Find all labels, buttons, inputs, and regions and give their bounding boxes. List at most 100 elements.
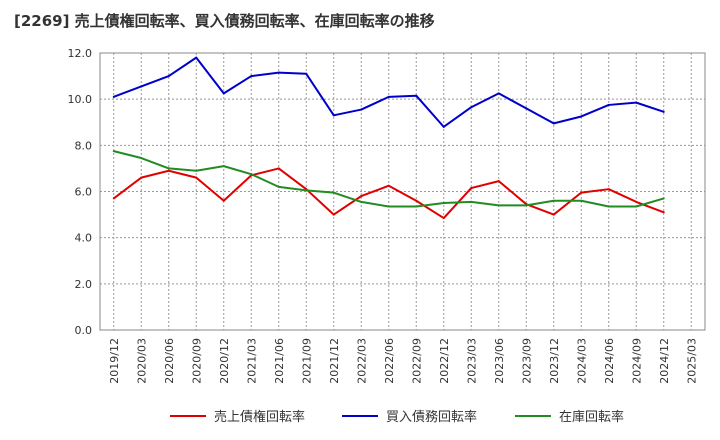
x-tick-label: 2019/12 <box>108 338 121 384</box>
x-tick-label: 2022/06 <box>383 338 396 384</box>
legend-label: 売上債権回転率 <box>214 409 305 425</box>
x-tick-label: 2021/09 <box>300 338 313 384</box>
x-tick-label: 2020/06 <box>163 338 176 384</box>
data-point <box>195 169 198 172</box>
x-tick-label: 2021/12 <box>328 338 341 384</box>
data-point <box>360 195 363 198</box>
x-tick-label: 2023/03 <box>465 338 478 384</box>
plot-frame <box>99 52 706 331</box>
data-point <box>662 211 665 214</box>
x-tick-label: 2024/12 <box>658 338 671 384</box>
data-point <box>525 204 528 207</box>
data-point <box>415 94 418 97</box>
data-point <box>442 217 445 220</box>
data-point <box>360 108 363 111</box>
data-point <box>552 213 555 216</box>
data-point <box>112 95 115 98</box>
data-point <box>470 200 473 203</box>
x-tick-label: 2023/06 <box>493 338 506 384</box>
data-point <box>497 92 500 95</box>
data-point <box>552 122 555 125</box>
data-point <box>167 75 170 78</box>
y-axis: 0.0 2.0 4.0 6.0 8.0 10.0 12.0 <box>68 47 93 337</box>
x-tick-label: 2025/03 <box>685 338 698 384</box>
legend-label: 在庫回転率 <box>559 409 624 425</box>
data-point <box>552 199 555 202</box>
data-point <box>635 205 638 208</box>
legend-label: 買入債務回転率 <box>386 409 477 425</box>
data-point <box>387 205 390 208</box>
x-tick-label: 2020/12 <box>218 338 231 384</box>
data-point <box>195 56 198 59</box>
data-point <box>332 114 335 117</box>
x-tick-label: 2020/09 <box>190 338 203 384</box>
data-point <box>167 167 170 170</box>
data-point <box>250 75 253 78</box>
data-point <box>415 199 418 202</box>
x-tick-label: 2024/03 <box>575 338 588 384</box>
y-tick-label: 8.0 <box>75 139 93 152</box>
y-tick-label: 6.0 <box>75 186 93 199</box>
data-point <box>635 200 638 203</box>
grid <box>100 53 705 330</box>
y-tick-label: 2.0 <box>75 278 93 291</box>
data-point <box>662 197 665 200</box>
x-tick-label: 2022/03 <box>355 338 368 384</box>
data-point <box>415 205 418 208</box>
data-point <box>387 184 390 187</box>
data-point <box>607 188 610 191</box>
data-point <box>387 95 390 98</box>
data-point <box>250 173 253 176</box>
data-point <box>497 180 500 183</box>
data-point <box>277 167 280 170</box>
data-point <box>112 150 115 153</box>
data-point <box>580 115 583 118</box>
x-tick-label: 2021/06 <box>273 338 286 384</box>
chart-title: [2269] 売上債権回転率、買入債務回転率、在庫回転率の推移 <box>14 12 435 30</box>
y-tick-label: 12.0 <box>68 47 93 60</box>
x-tick-label: 2023/12 <box>548 338 561 384</box>
data-point <box>442 125 445 128</box>
data-point <box>360 200 363 203</box>
x-axis: 2019/12 2020/03 2020/06 2020/09 2020/12 2021/… <box>108 338 699 384</box>
x-tick-label: 2022/12 <box>438 338 451 384</box>
data-point <box>525 107 528 110</box>
data-point <box>607 205 610 208</box>
data-point <box>305 189 308 192</box>
data-point <box>332 191 335 194</box>
data-point <box>222 92 225 95</box>
data-point <box>580 191 583 194</box>
data-point <box>195 176 198 179</box>
data-point <box>332 213 335 216</box>
x-tick-label: 2021/03 <box>245 338 258 384</box>
data-point <box>607 103 610 106</box>
data-point <box>662 110 665 113</box>
data-point <box>305 72 308 75</box>
data-point <box>222 199 225 202</box>
data-point <box>112 197 115 200</box>
data-point <box>140 157 143 160</box>
data-point <box>470 106 473 109</box>
data-point <box>497 204 500 207</box>
x-tick-label: 2022/09 <box>410 338 423 384</box>
x-tick-label: 2023/09 <box>520 338 533 384</box>
y-tick-label: 0.0 <box>75 324 93 337</box>
data-point <box>140 176 143 179</box>
x-tick-label: 2024/06 <box>603 338 616 384</box>
data-point <box>442 202 445 205</box>
data-point <box>222 165 225 168</box>
data-point <box>277 71 280 74</box>
data-point <box>167 169 170 172</box>
series-lines <box>112 56 665 220</box>
data-point <box>140 85 143 88</box>
x-tick-label: 2020/03 <box>135 338 148 384</box>
y-tick-label: 4.0 <box>75 232 93 245</box>
legend: 売上債権回転率 買入債務回転率 在庫回転率 <box>170 409 624 425</box>
data-point <box>277 185 280 188</box>
data-point <box>580 199 583 202</box>
y-tick-label: 10.0 <box>68 93 93 106</box>
x-tick-label: 2024/09 <box>630 338 643 384</box>
data-point <box>635 101 638 104</box>
data-point <box>470 187 473 190</box>
